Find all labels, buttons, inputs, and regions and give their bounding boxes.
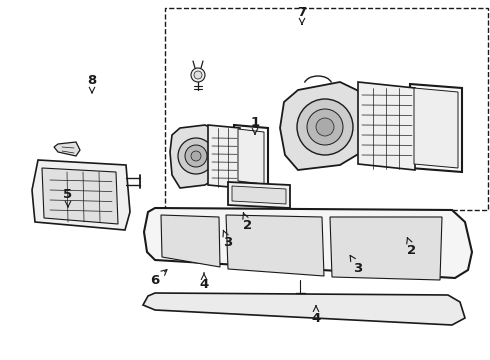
Circle shape (297, 99, 353, 155)
Polygon shape (232, 186, 286, 204)
Polygon shape (54, 142, 80, 156)
Circle shape (178, 138, 214, 174)
Polygon shape (280, 82, 370, 170)
Polygon shape (208, 125, 240, 188)
Text: 7: 7 (297, 5, 307, 24)
Polygon shape (228, 182, 290, 208)
Polygon shape (170, 125, 222, 188)
Polygon shape (358, 82, 415, 170)
Circle shape (191, 68, 205, 82)
Polygon shape (234, 125, 268, 188)
Text: 4: 4 (199, 273, 209, 292)
Polygon shape (410, 84, 462, 172)
Text: 8: 8 (87, 73, 97, 93)
Text: 6: 6 (150, 270, 167, 287)
Text: 2: 2 (407, 238, 416, 256)
Circle shape (316, 118, 334, 136)
Circle shape (194, 71, 202, 79)
Text: 5: 5 (63, 188, 73, 207)
Polygon shape (42, 168, 118, 224)
Polygon shape (226, 215, 324, 276)
Polygon shape (143, 293, 465, 325)
Bar (165, 8, 488, 210)
Polygon shape (330, 217, 442, 280)
Circle shape (191, 151, 201, 161)
Text: 1: 1 (250, 116, 260, 134)
Polygon shape (144, 208, 472, 278)
Polygon shape (414, 88, 458, 168)
Text: 3: 3 (350, 255, 363, 275)
Polygon shape (161, 215, 220, 267)
Polygon shape (238, 129, 264, 184)
Text: 4: 4 (311, 306, 320, 324)
Circle shape (307, 109, 343, 145)
Circle shape (185, 145, 207, 167)
Text: 2: 2 (243, 213, 252, 231)
Polygon shape (32, 160, 130, 230)
Text: 3: 3 (223, 230, 233, 248)
